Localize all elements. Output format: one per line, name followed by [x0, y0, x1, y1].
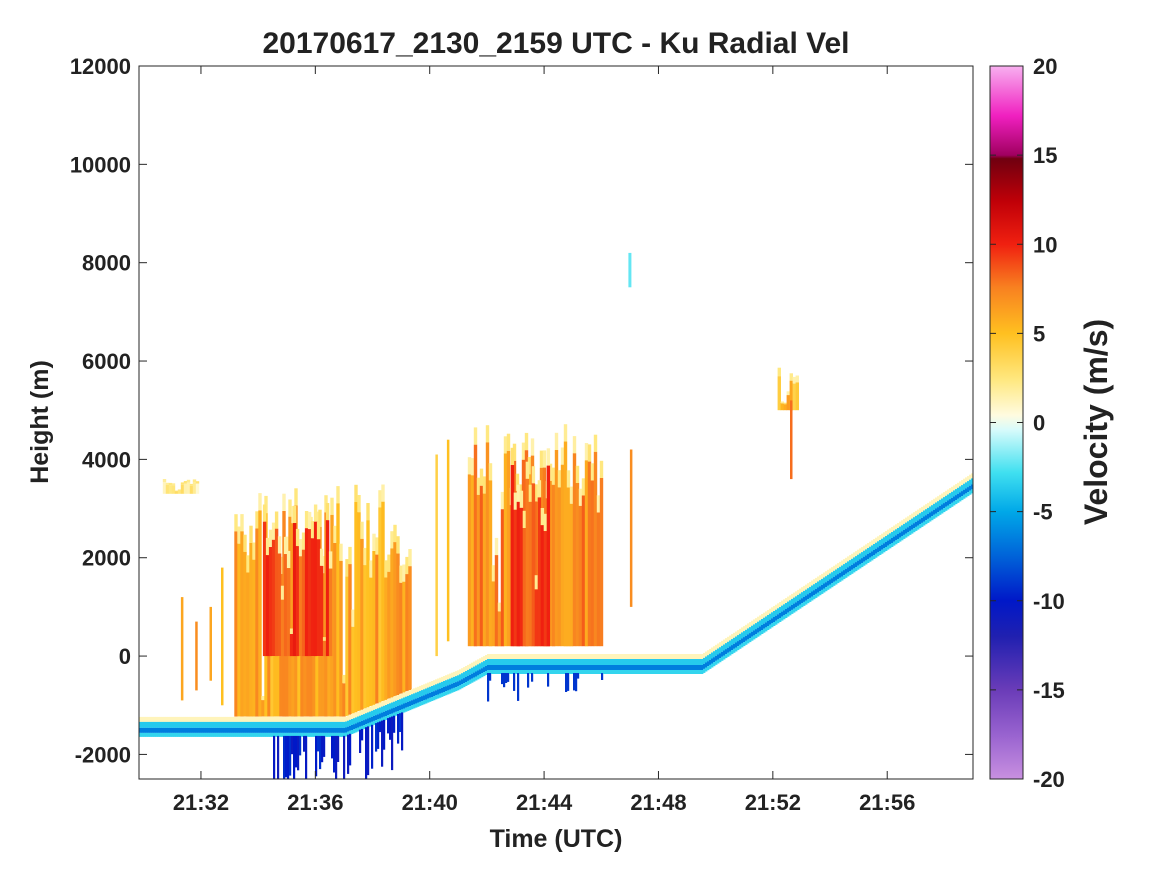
y-tick-label: 10000 — [70, 152, 131, 177]
colorbar-tick-label: 15 — [1033, 143, 1057, 168]
y-tick-label: 4000 — [82, 447, 131, 472]
chart-title: 20170617_2130_2159 UTC - Ku Radial Vel — [262, 27, 849, 60]
x-tick-label: 21:44 — [516, 790, 573, 815]
echo-cell — [262, 503, 333, 657]
colorbar-tick-label: 10 — [1033, 232, 1057, 257]
y-tick-label: 0 — [119, 644, 131, 669]
plot-area — [138, 65, 974, 780]
colorbar-label: Velocity (m/s) — [1078, 319, 1114, 525]
colorbar-tick-label: -5 — [1033, 500, 1053, 525]
x-axis: 21:32 21:36 21:40 21:44 21:48 21:52 21:56 — [173, 66, 915, 815]
y-tick-label: -2000 — [75, 742, 131, 767]
echo-fleck — [628, 252, 632, 288]
x-tick-label: 21:40 — [402, 790, 458, 815]
colorbar-tick-label: 20 — [1033, 54, 1057, 79]
colorbar-tick-label: 5 — [1033, 321, 1045, 346]
colorbar-tick-label: -15 — [1033, 678, 1065, 703]
y-tick-label: 2000 — [82, 546, 131, 571]
y-axis: -2000 0 2000 4000 6000 8000 10000 12000 — [70, 54, 973, 767]
x-axis-label: Time (UTC) — [490, 825, 623, 853]
echo-cell — [777, 367, 799, 411]
colorbar-ticks: -20 -15 -10 -5 0 5 10 15 20 — [990, 54, 1065, 792]
echo-layer — [139, 252, 973, 779]
colorbar-tick-label: -20 — [1033, 767, 1065, 792]
y-tick-label: 8000 — [82, 251, 131, 276]
y-axis-label: Height (m) — [26, 360, 54, 484]
x-tick-label: 21:52 — [745, 790, 801, 815]
ground-return-band — [139, 473, 973, 779]
x-tick-label: 21:48 — [630, 790, 686, 815]
colorbar-tick-label: 0 — [1033, 411, 1045, 436]
echo-cell — [162, 479, 200, 494]
colorbar: -20 -15 -10 -5 0 5 10 15 20 Velocity (m/s) — [989, 54, 1114, 792]
x-tick-label: 21:56 — [859, 790, 915, 815]
x-tick-label: 21:32 — [173, 790, 229, 815]
echo-cell — [510, 447, 551, 647]
x-tick-label: 21:36 — [287, 790, 343, 815]
colorbar-tick-label: -10 — [1033, 589, 1065, 614]
echo-streaks — [180, 400, 793, 706]
y-tick-label: 6000 — [82, 349, 131, 374]
y-tick-label: 12000 — [70, 54, 131, 79]
plot-frame — [138, 65, 974, 780]
